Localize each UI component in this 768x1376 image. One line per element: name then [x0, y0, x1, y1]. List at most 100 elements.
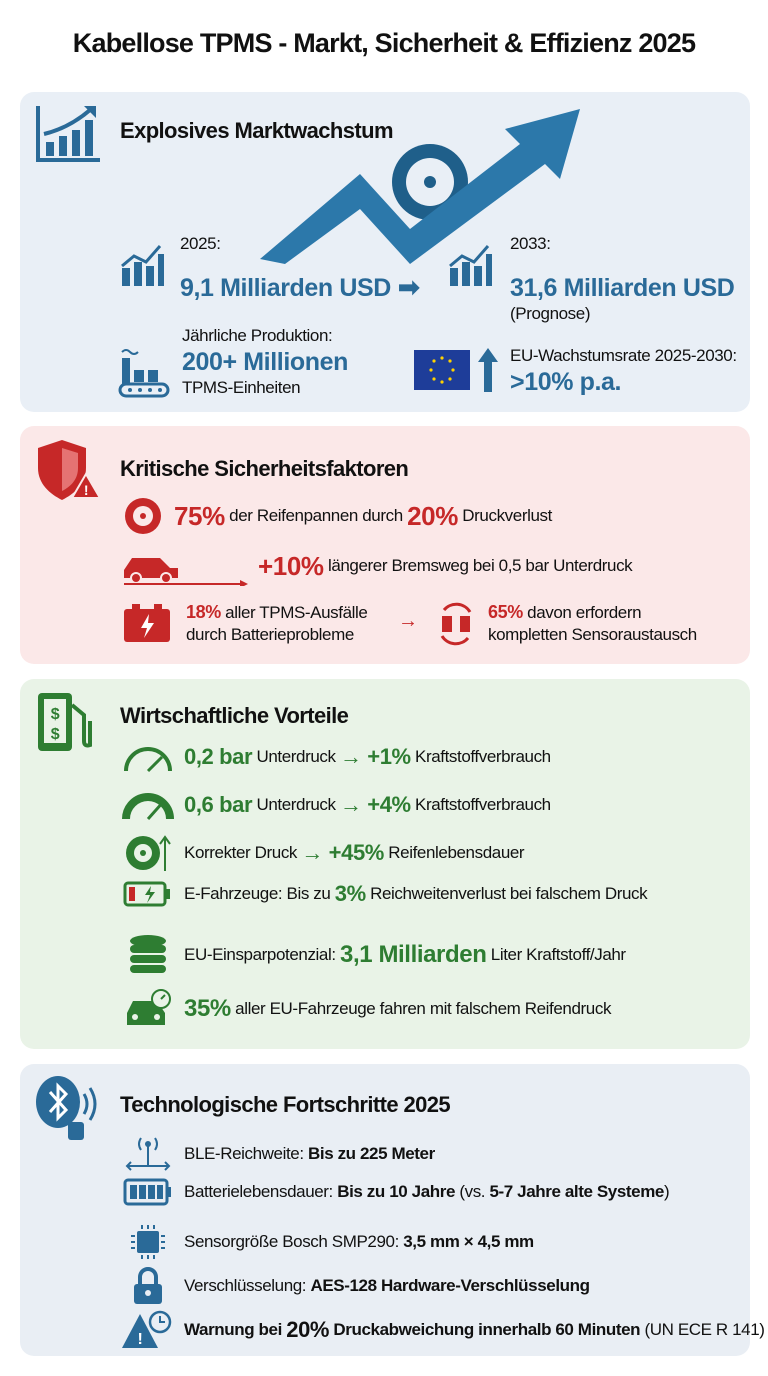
factory-icon	[118, 349, 170, 398]
list-item: 0,6 bar Unterdruck → +4% Kraftstoffverbr…	[120, 787, 551, 823]
list-item: E-Fahrzeuge: Bis zu 3% Reichweitenverlus…	[120, 881, 648, 907]
list-item: 75% der Reifenpannen durch 20% Druckverl…	[120, 496, 552, 536]
row-text: Warnung bei	[184, 1320, 287, 1339]
year-2025-label: 2025:	[180, 234, 221, 253]
technology-panel: Technologische Fortschritte 2025 BLE-Rei…	[20, 1064, 765, 1356]
panel-title: Wirtschaftliche Vorteile	[120, 703, 349, 728]
list-item: 35% aller EU-Fahrzeuge fahren mit falsch…	[120, 989, 611, 1029]
year-2033-value: 31,6 Milliarden USD	[510, 274, 735, 302]
car-braking-icon	[120, 546, 250, 586]
row-text: 20%	[407, 500, 458, 531]
list-item: 0,2 bar Unterdruck → +1% Kraftstoffverbr…	[120, 739, 551, 775]
row-text: )	[663, 1182, 670, 1201]
battery-failure-icon	[124, 604, 170, 642]
list-item: EU-Einsparpotenzial: 3,1 Milliarden Lite…	[120, 933, 626, 977]
row-text: (vs.	[455, 1182, 490, 1201]
row-text: Verschlüsselung:	[184, 1276, 311, 1295]
sensor-replace-text: 65% davon erfordern kompletten Sensoraus…	[488, 602, 697, 644]
production-label: Jährliche Produktion:	[182, 326, 333, 345]
list-item: +10% längerer Bremsweg bei 0,5 bar Unter…	[120, 546, 633, 586]
row-text: 35%	[184, 995, 231, 1022]
gauge-low-icon	[120, 739, 176, 775]
list-item: BLE-Reichweite: Bis zu 225 Meter	[120, 1134, 435, 1174]
growth-chart-icon	[121, 245, 164, 286]
arrow-up-icon	[478, 348, 498, 392]
row-text: → +45%	[301, 840, 384, 865]
row-text: Bis zu 10 Jahre	[337, 1182, 456, 1201]
row-text: (UN ECE R 141)	[640, 1320, 765, 1339]
row-text: Druckverlust	[457, 506, 552, 525]
antenna-range-icon	[120, 1134, 176, 1174]
row-text: AES-128 Hardware-Verschlüsselung	[310, 1276, 590, 1295]
production-unit: TPMS-Einheiten	[182, 378, 301, 397]
row-text: Korrekter Druck	[184, 843, 302, 862]
bar-chart-growth-icon	[36, 106, 100, 162]
svg-text:!: !	[138, 1331, 143, 1348]
row-text: der Reifenpannen durch	[224, 506, 408, 525]
svg-text:!: !	[84, 482, 88, 498]
row-text: 3,1 Milliarden	[340, 941, 487, 968]
sensor-replace-icon	[440, 602, 472, 646]
arrow-right-icon: →	[398, 610, 418, 632]
row-text: Druckabweichung innerhalb 60 Minuten	[329, 1320, 641, 1339]
list-item: Batterielebensdauer: Bis zu 10 Jahre (vs…	[120, 1178, 670, 1206]
eu-growth-label: EU-Wachstumsrate 2025-2030:	[510, 346, 737, 365]
list-item: Verschlüsselung: AES-128 Hardware-Versch…	[120, 1266, 590, 1306]
growth-chart-icon	[449, 245, 492, 286]
battery-failure-text: 18% aller TPMS-Ausfälle durch Batteriepr…	[186, 602, 368, 644]
row-text: Unterdruck	[252, 747, 340, 766]
row-text: 3%	[334, 881, 366, 906]
row-text: längerer Bremsweg bei 0,5 bar Unterdruck	[323, 556, 633, 575]
market-growth-panel: Explosives Marktwachstum 2025: 9,1 Milli…	[20, 92, 750, 412]
bluetooth-signal-icon	[36, 1076, 97, 1140]
year-2033-label: 2033:	[510, 234, 551, 253]
row-text: → +4%	[339, 792, 411, 817]
warning-clock-icon: !	[120, 1310, 176, 1350]
row-text: Unterdruck	[252, 795, 340, 814]
car-gauge-icon	[120, 989, 176, 1029]
ev-battery-icon	[120, 881, 176, 907]
fuel-pump-icon: $$	[38, 693, 92, 751]
row-text: 5-7 Jahre alte Systeme	[489, 1182, 664, 1201]
shield-warning-icon: !	[38, 440, 102, 500]
svg-text:$: $	[51, 706, 60, 723]
row-text: E-Fahrzeuge: Bis zu	[184, 884, 335, 903]
row-text: 20%	[286, 1317, 330, 1342]
row-text: +10%	[258, 550, 324, 581]
row-text: Kraftstoffverbrauch	[410, 747, 551, 766]
row-text: Sensorgröße Bosch SMP290:	[184, 1232, 404, 1251]
row-text: BLE-Reichweite:	[184, 1144, 308, 1163]
row-text: Batterielebensdauer:	[184, 1182, 338, 1201]
row-text: Reichweitenverlust bei falschem Druck	[365, 884, 648, 903]
row-text: Liter Kraftstoff/Jahr	[486, 945, 626, 964]
battery-full-icon	[120, 1178, 176, 1206]
svg-text:$: $	[51, 726, 60, 743]
year-2025-value: 9,1 Milliarden USD	[180, 274, 391, 302]
row-text: Bis zu 225 Meter	[308, 1144, 435, 1163]
eu-flag-icon	[414, 350, 470, 390]
row-text: Reifenlebensdauer	[383, 843, 525, 862]
row-text: 75%	[174, 500, 225, 531]
row-text: EU-Einsparpotenzial:	[184, 945, 341, 964]
tire-up-icon	[120, 833, 176, 873]
forecast-note: (Prognose)	[510, 304, 591, 323]
production-value: 200+ Millionen	[182, 348, 348, 376]
panel-title: Explosives Marktwachstum	[120, 118, 394, 143]
row-text: 0,6 bar	[184, 792, 253, 817]
row-text: 3,5 mm × 4,5 mm	[403, 1232, 534, 1251]
list-item: Korrekter Druck → +45% Reifenlebensdauer	[120, 833, 525, 873]
rising-arrow-tire-icon	[260, 109, 580, 264]
coins-stack-icon	[120, 933, 176, 977]
economy-panel: $ $ Wirtschaftliche Vorteile 0,2 bar Unte…	[20, 679, 750, 1049]
eu-growth-value: >10% p.a.	[510, 368, 622, 396]
flat-tire-icon	[120, 496, 166, 536]
row-text: → +1%	[339, 744, 411, 769]
row-text: Kraftstoffverbrauch	[410, 795, 551, 814]
lock-icon	[120, 1266, 176, 1306]
page-title: Kabellose TPMS - Markt, Sicherheit & Eff…	[72, 28, 696, 58]
list-item: ! Warnung bei 20% Druckabweichung innerha…	[120, 1310, 765, 1350]
list-item: Sensorgröße Bosch SMP290: 3,5 mm × 4,5 m…	[120, 1222, 534, 1262]
chip-icon	[120, 1222, 176, 1262]
safety-panel: ! Kritische Sicherheitsfaktoren 75% der …	[20, 426, 750, 664]
panel-title: Technologische Fortschritte 2025	[120, 1092, 451, 1117]
